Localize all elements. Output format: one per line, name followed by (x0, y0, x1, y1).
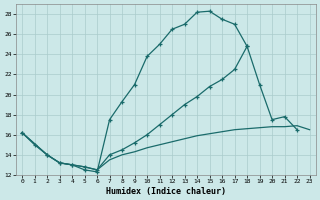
X-axis label: Humidex (Indice chaleur): Humidex (Indice chaleur) (106, 187, 226, 196)
